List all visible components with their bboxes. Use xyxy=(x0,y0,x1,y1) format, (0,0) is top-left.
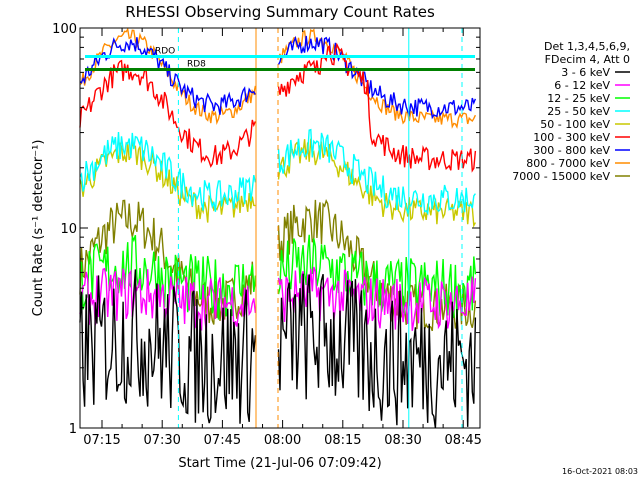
legend-label: 50 - 100 keV xyxy=(540,118,610,131)
y-tick-label: 100 xyxy=(52,22,77,37)
legend-label: 25 - 50 keV xyxy=(547,105,610,118)
legend-label: 12 - 25 keV xyxy=(547,92,610,105)
x-tick-label: 08:30 xyxy=(384,433,421,448)
series-line-25-50-kev xyxy=(79,128,476,216)
chart-title: RHESSI Observing Summary Count Rates xyxy=(125,3,435,21)
y-tick-label: 10 xyxy=(60,222,77,237)
legend-label: 300 - 800 keV xyxy=(533,144,610,157)
series-line-800-7000-kev xyxy=(79,27,477,129)
axis-ticks: 1 10 100 07:15 07:30 07:45 08:00 08:15 08:30 08:4… xyxy=(52,22,482,448)
x-tick-label: 08:45 xyxy=(444,433,481,448)
x-tick-label: 08:15 xyxy=(324,433,361,448)
legend-label: 100 - 300 keV xyxy=(533,131,610,144)
series-line-3-6-kev xyxy=(79,269,477,429)
legend-label: 800 - 7000 keV xyxy=(526,157,610,170)
x-axis-label: Start Time (21-Jul-06 07:09:42) xyxy=(178,456,381,471)
legend-label: 3 - 6 keV xyxy=(561,66,610,79)
annotation-label-rdo: RDO xyxy=(155,47,175,57)
y-tick-label: 1 xyxy=(69,422,77,437)
y-axis-label: Count Rate (s⁻¹ detector⁻¹) xyxy=(31,140,46,317)
timestamp: 16-Oct-2021 08:03 xyxy=(562,467,638,476)
legend-header: Det 1,3,4,5,6,9, xyxy=(544,40,630,53)
legend-label: 6 - 12 keV xyxy=(554,79,610,92)
x-tick-label: 07:30 xyxy=(143,433,180,448)
x-tick-label: 07:45 xyxy=(204,433,241,448)
annotation-label-rd8: RD8 xyxy=(187,60,206,70)
legend-label: 7000 - 15000 keV xyxy=(512,170,610,183)
x-tick-label: 08:00 xyxy=(264,433,301,448)
legend-header: FDecim 4, Att 0 xyxy=(545,53,630,66)
series-line-100-300-kev xyxy=(79,42,477,173)
legend: Det 1,3,4,5,6,9,FDecim 4, Att 03 - 6 keV… xyxy=(512,40,630,183)
x-tick-label: 07:15 xyxy=(83,433,120,448)
plot-area: RDO RD8 xyxy=(79,27,477,429)
